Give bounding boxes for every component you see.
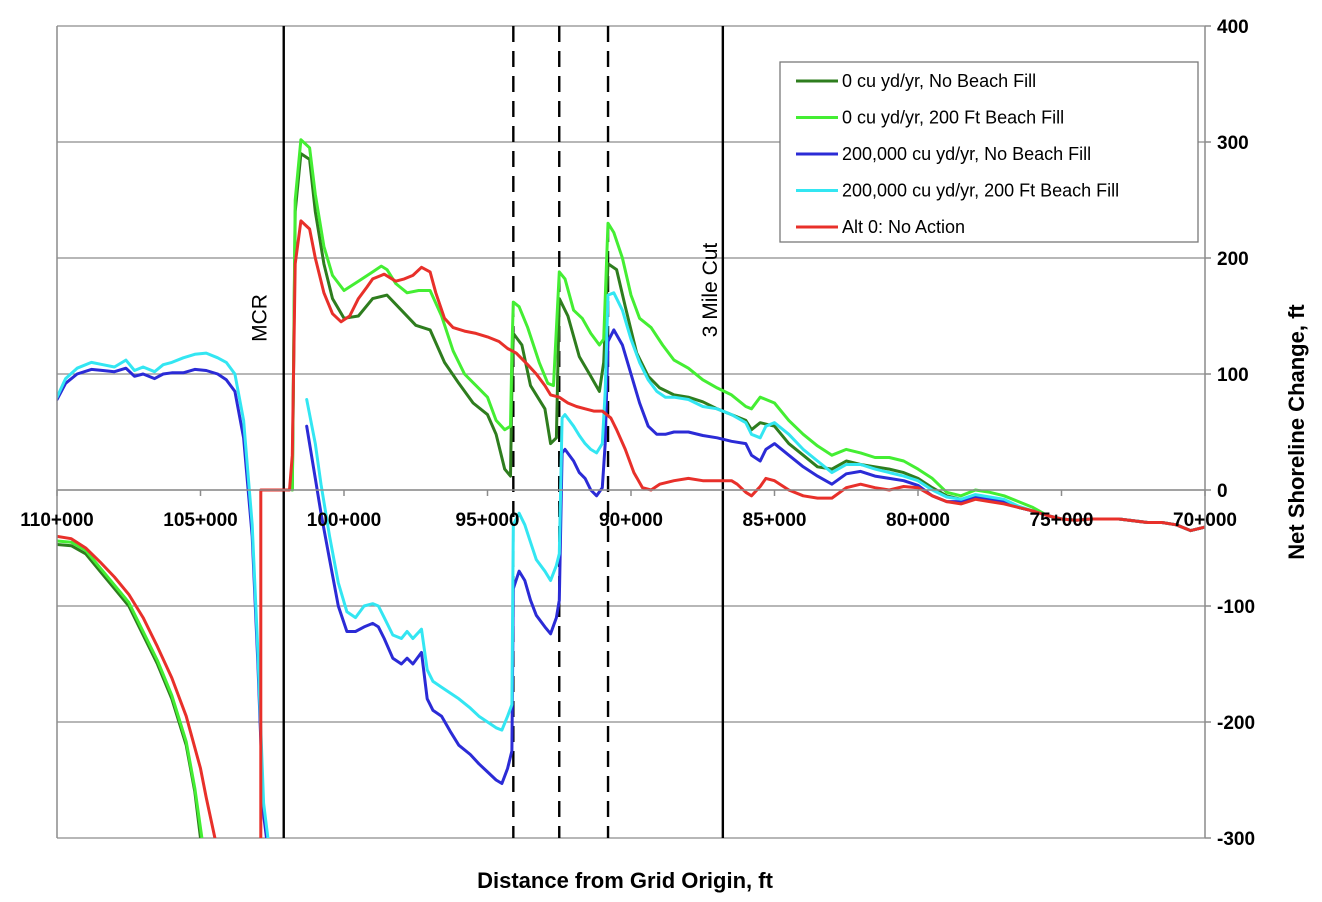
legend-label-2: 200,000 cu yd/yr, No Beach Fill	[842, 144, 1091, 164]
series-2-segment-1	[305, 328, 1205, 785]
y-axis-tick-labels: 400 300 200 100 0 -100 -200 -300	[1217, 17, 1255, 850]
x-tick-label-2: 100+000	[307, 510, 382, 531]
y-tick-label-2: 200	[1217, 249, 1249, 270]
series-4-segment-1	[259, 219, 1205, 838]
y-tick-label-4: 0	[1217, 481, 1228, 502]
legend-label-0: 0 cu yd/yr, No Beach Fill	[842, 71, 1036, 91]
data-series	[57, 138, 1205, 838]
plot-frame	[56, 25, 1211, 839]
y-tick-label-6: -200	[1217, 713, 1255, 734]
y-tick-label-0: 400	[1217, 17, 1249, 38]
x-tick-label-1: 105+000	[163, 510, 238, 531]
legend-label-4: Alt 0: No Action	[842, 217, 965, 237]
series-2-segment-0	[57, 366, 268, 838]
legend-box	[779, 61, 1199, 243]
series-3-segment-1	[305, 291, 1205, 732]
x-axis-title: Distance from Grid Origin, ft	[477, 868, 773, 893]
x-axis-tick-labels: 110+000 105+000 100+000 95+000 90+000 85+000 8…	[20, 510, 1237, 531]
y-tick-label-3: 100	[1217, 365, 1249, 386]
x-tick-label-6: 80+000	[886, 510, 950, 531]
series-4-segment-0	[57, 534, 217, 838]
x-tick-label-5: 85+000	[743, 510, 807, 531]
x-tick-label-7: 75+000	[1030, 510, 1094, 531]
legend: 0 cu yd/yr, No Beach Fill 0 cu yd/yr, 200…	[779, 61, 1199, 243]
x-tick-label-8: 70+000	[1173, 510, 1237, 531]
vertical-line-labels: MCR 3 Mile Cut	[249, 243, 722, 342]
legend-label-1: 0 cu yd/yr, 200 Ft Beach Fill	[842, 108, 1064, 128]
series-3-segment-0	[57, 351, 270, 838]
x-tick-label-3: 95+000	[456, 510, 520, 531]
y-tick-label-1: 300	[1217, 133, 1249, 154]
series-1-segment-0	[57, 539, 204, 838]
y-tick-label-7: -300	[1217, 829, 1255, 850]
x-tick-label-4: 90+000	[599, 510, 663, 531]
vertical-line-label-0: MCR	[249, 294, 272, 342]
y-tick-label-5: -100	[1217, 597, 1255, 618]
legend-label-3: 200,000 cu yd/yr, 200 Ft Beach Fill	[842, 181, 1119, 201]
series-0-segment-0	[57, 543, 202, 838]
y-axis-title: Net Shoreline Change, ft	[1284, 304, 1309, 560]
x-tick-label-0: 110+000	[20, 510, 93, 531]
vertical-line-label-4: 3 Mile Cut	[699, 243, 722, 338]
reference-vertical-lines	[282, 26, 725, 838]
series-1-segment-1	[290, 138, 1205, 533]
